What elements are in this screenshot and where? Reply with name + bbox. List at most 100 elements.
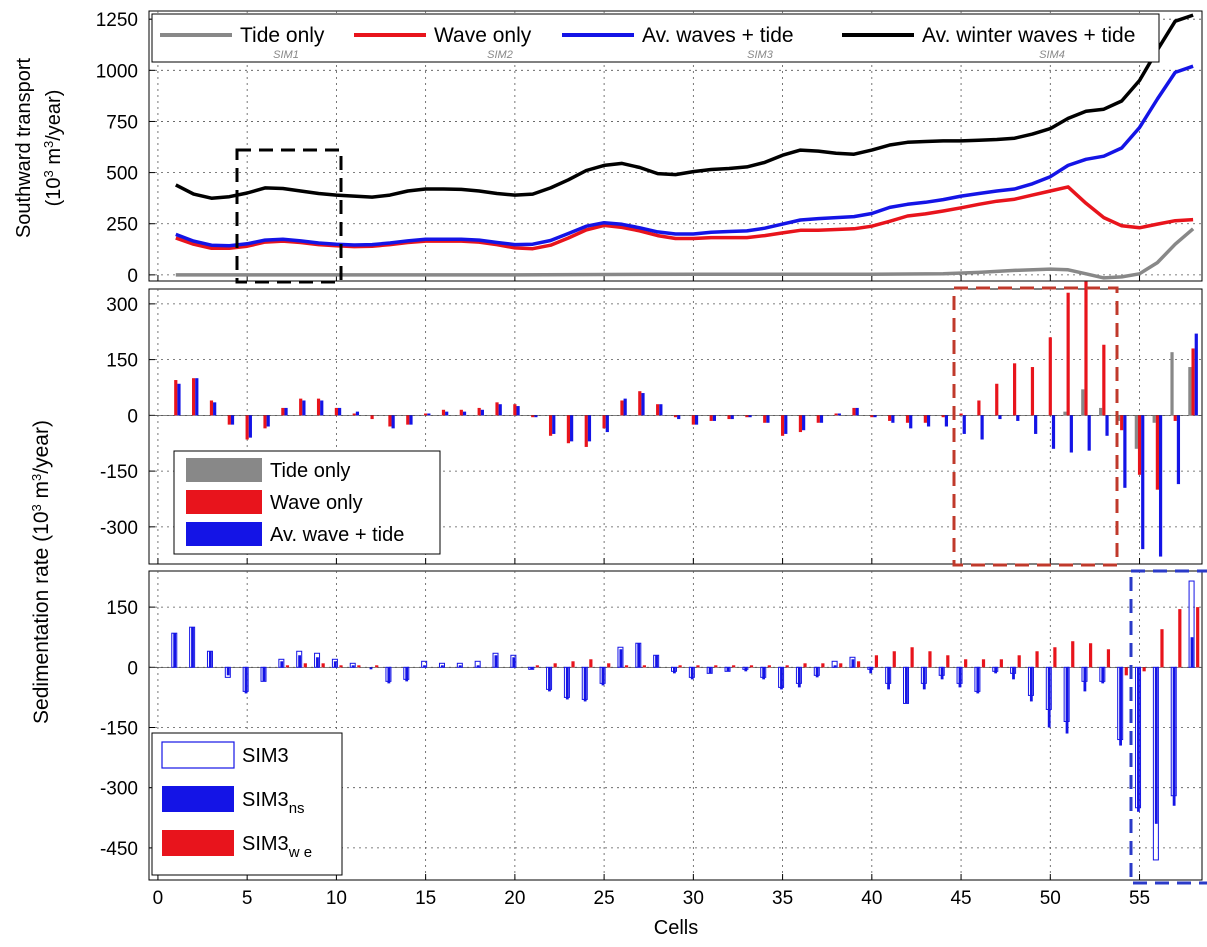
bar-panel2-wave — [1137, 415, 1142, 475]
bar-panel2-av — [337, 407, 342, 416]
ytick-label-panel-1: 1000 — [96, 61, 138, 82]
bar-panel3-sim3-ns — [994, 667, 998, 674]
bar-panel3-sim3-we — [803, 663, 807, 668]
bar-panel2-av — [1016, 415, 1020, 421]
bar-panel2-wave — [281, 407, 285, 416]
bar-panel2-av — [1194, 333, 1198, 416]
bar-panel3-sim3-ns — [762, 667, 766, 680]
bar-panel3-sim3-ns — [637, 643, 641, 668]
bar-panel2-av — [623, 398, 627, 416]
bar-panel3-sim3-we — [732, 665, 736, 668]
bar-panel2-av — [1105, 415, 1109, 436]
bar-panel2-av — [1087, 415, 1091, 451]
bar-panel2-av — [266, 415, 270, 427]
bar-panel2-av — [195, 378, 199, 416]
bar-panel2-av — [802, 415, 806, 431]
xtick-label: 25 — [594, 888, 615, 909]
bar-panel3-sim3-ns — [173, 633, 177, 668]
bar-panel3-sim3-ns — [226, 667, 230, 676]
series-line-sim1 — [175, 227, 1195, 280]
xtick-label: 20 — [504, 888, 525, 909]
legend-transport-box — [151, 13, 1160, 63]
bar-panel3-sim3-we — [1053, 647, 1057, 668]
bar-panel3-sim3-ns — [815, 667, 819, 678]
bar-panel3-sim3-ns — [726, 667, 730, 672]
bar-panel2-av — [445, 411, 449, 416]
bar-panel3-sim3-ns — [1012, 667, 1015, 680]
bar-panel2-av — [427, 413, 431, 416]
bar-panel3-sim3-we — [285, 665, 290, 668]
bar-panel2-tide — [1152, 415, 1156, 423]
bar-panel2-wave — [1155, 415, 1159, 490]
ytick-label-panel-3: -450 — [100, 839, 138, 860]
bar-panel2-wave — [548, 415, 553, 436]
bar-panel3-sim3-ns — [333, 661, 337, 668]
bar-panel3-sim3-we — [821, 663, 825, 668]
bar-panel3-sim3-we — [767, 665, 771, 668]
bar-panel2-av — [587, 415, 592, 442]
bar-panel3-sim3 — [617, 646, 624, 668]
xtick-label: 30 — [683, 888, 704, 909]
bar-panel2-wave — [584, 415, 588, 447]
bar-panel2-wave — [209, 400, 214, 416]
bar-panel2-av — [891, 415, 895, 423]
bar-panel2-av — [480, 409, 484, 416]
bar-panel2-av — [1141, 415, 1145, 550]
bar-panel3-sim3 — [421, 660, 428, 668]
highlight-box-cells-5-10 — [235, 148, 343, 284]
legend-swatch-sim3-1 — [162, 786, 234, 812]
bar-panel2-av — [944, 415, 949, 427]
ytick-label-panel-1: 0 — [127, 266, 138, 287]
bar-panel2-av — [230, 415, 235, 425]
bar-panel2-tide — [1081, 389, 1085, 416]
bar-panel3-sim3-we — [946, 655, 950, 668]
bar-panel2-av — [677, 415, 681, 420]
ytick-label-panel-3: -150 — [100, 719, 138, 740]
legend-label-sim3: Av. waves + tide — [642, 24, 794, 47]
bar-panel3-sim3-ns — [405, 667, 409, 682]
bar-panel3-sim3-we — [964, 659, 968, 668]
bar-panel2-av — [320, 400, 324, 416]
bar-panel2-av — [712, 415, 716, 421]
bar-panel2-wave — [798, 415, 803, 433]
bar-panel3-sim3-ns — [244, 667, 248, 694]
bar-panel2-wave — [709, 415, 713, 421]
bar-panel3-sim3-we — [571, 661, 575, 668]
bar-panel2-wave — [656, 404, 660, 416]
bar-panel3-sim3-ns — [940, 667, 944, 680]
xtick-label: 10 — [326, 888, 347, 909]
ytick-label-panel-2: -150 — [100, 462, 138, 483]
bar-panel2-wave — [852, 407, 856, 416]
bar-panel3-sim3 — [456, 662, 463, 668]
bar-panel3-sim3-ns — [887, 667, 890, 690]
bar-panel2-wave — [245, 415, 249, 440]
bar-panel3-sim3-we — [714, 665, 718, 668]
bar-panel3-sim3-we — [642, 665, 647, 668]
bar-panel2-av — [837, 413, 841, 416]
bar-panel3-sim3-we — [696, 665, 700, 668]
bar-panel2-wave — [424, 413, 428, 416]
bar-panel2-av — [926, 415, 931, 427]
legend-sim-tag: SIM4 — [1039, 49, 1065, 61]
bar-panel3-sim3-we — [1124, 667, 1128, 676]
bar-panel2-wave — [1048, 337, 1052, 416]
bar-panel2-av — [766, 415, 770, 423]
bar-panel2-wave — [905, 415, 910, 423]
bar-panel2-wave — [1066, 292, 1070, 416]
bar-panel3-sim3 — [474, 660, 481, 668]
bar-panel2-wave — [441, 409, 446, 416]
bar-panel3-sim3-we — [1088, 643, 1093, 668]
legend-swatch-sim3-2 — [162, 830, 234, 856]
bar-panel3-sim3-ns — [512, 657, 516, 668]
bar-panel3-sim3 — [296, 650, 303, 668]
bar-panel2-av — [302, 400, 306, 416]
bar-panel2-av — [248, 415, 252, 438]
bar-panel2-wave — [941, 415, 945, 418]
bar-panel3-sim3-ns — [280, 661, 284, 668]
bar-panel2-av — [462, 411, 467, 416]
bar-panel3-sim3 — [349, 662, 356, 668]
legend-label-wave: Wave only — [270, 492, 363, 514]
legend-sim-tag: SIM2 — [487, 49, 513, 61]
bar-panel3-sim3-we — [607, 663, 611, 668]
